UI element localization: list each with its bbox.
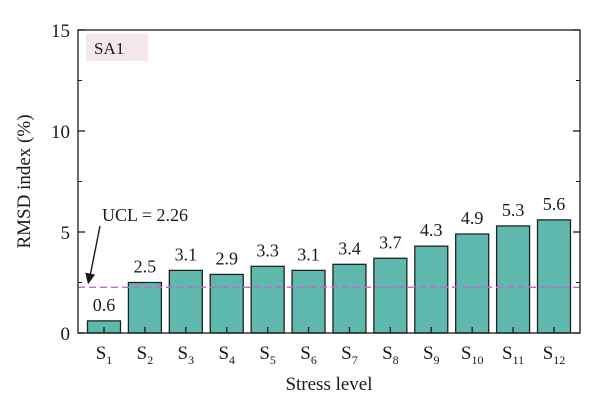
ucl-arrow-shaft — [89, 225, 101, 277]
panel-tag-background — [86, 34, 148, 61]
bar-value-label: 3.1 — [297, 244, 320, 264]
bar-value-label: 3.7 — [379, 232, 402, 252]
y-tick-label: 10 — [51, 122, 70, 143]
bar-value-label: 3.3 — [256, 240, 279, 260]
bar-5 — [250, 265, 285, 334]
bar-value-label: 4.9 — [461, 208, 484, 228]
panel-tag: SA1 — [94, 39, 124, 58]
bar-6 — [291, 269, 326, 334]
x-tick-label: S8 — [382, 343, 399, 367]
bar-value-label: 3.1 — [175, 244, 198, 264]
bar-12 — [536, 219, 572, 334]
x-tick-label: S1 — [96, 343, 113, 367]
bar-value-label: 3.4 — [338, 238, 361, 258]
bar-value-label: 0.6 — [93, 295, 116, 315]
x-tick-label: S9 — [423, 343, 440, 367]
x-tick-label: S7 — [341, 343, 358, 367]
bar-value-label: 5.3 — [502, 200, 525, 220]
bar-value-label: 2.9 — [215, 248, 238, 268]
bar-7 — [332, 263, 367, 334]
x-axis-title: Stress level — [285, 374, 372, 395]
bar-value-label: 5.6 — [543, 194, 566, 214]
x-tick-label: S5 — [259, 343, 276, 367]
x-tick-label: S12 — [543, 343, 566, 367]
bar-value-label: 4.3 — [420, 220, 443, 240]
bar-4 — [209, 273, 244, 334]
bar-2 — [127, 281, 163, 334]
bar-3 — [168, 269, 203, 334]
bar-11 — [495, 225, 531, 334]
bar-8 — [373, 257, 408, 334]
y-axis-ticks: 0 5 10 15 — [51, 21, 580, 345]
x-tick-label: S6 — [300, 343, 317, 367]
x-tick-label: S11 — [502, 343, 524, 367]
ucl-arrow-head — [85, 272, 96, 285]
bars-layer: 0.6 2.5 3.1 2.9 3.3 3.1 3.4 3.7 4.3 4.9 5.3 5.6 — [86, 194, 572, 334]
bar-9 — [414, 245, 449, 334]
x-tick-label: S4 — [218, 343, 235, 367]
y-axis-title: RMSD index (%) — [14, 114, 35, 248]
bar-value-label: 2.5 — [134, 257, 157, 277]
x-tick-label: S10 — [461, 343, 484, 367]
bar-10 — [455, 233, 490, 334]
x-tick-label: S2 — [137, 343, 154, 367]
y-tick-label: 0 — [61, 324, 71, 345]
y-tick-label: 5 — [61, 223, 71, 244]
x-tick-label: S3 — [178, 343, 195, 367]
x-axis-ticks: S1 S2 S3 S4 S5 S6 S7 S8 S9 S10 S11 S12 — [96, 327, 566, 367]
ucl-arrow — [85, 225, 101, 285]
y-tick-label: 15 — [51, 21, 70, 42]
ucl-label: UCL = 2.26 — [102, 205, 188, 225]
